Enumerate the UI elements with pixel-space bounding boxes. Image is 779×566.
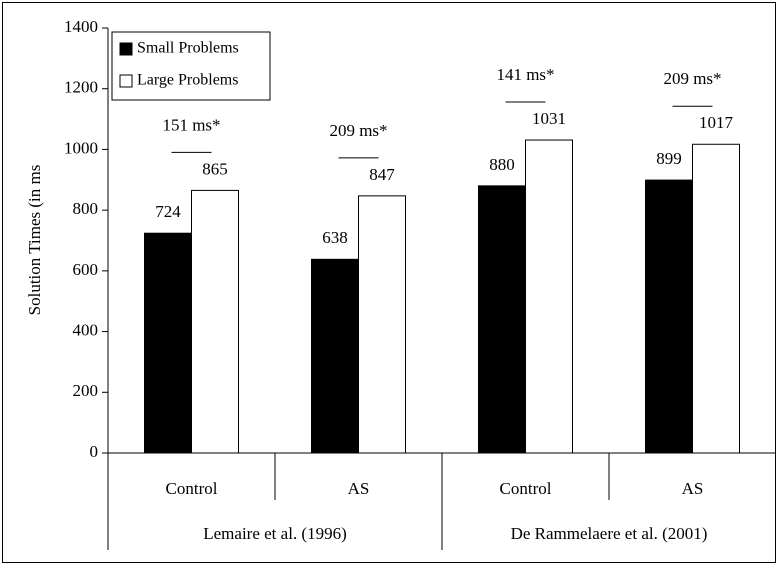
bar [525,139,573,454]
y-tick-label: 400 [73,320,99,339]
y-axis-label: Solution Times (in ms [25,165,44,316]
bar [144,232,192,454]
data-label: 899 [656,149,682,168]
annotation: 141 ms* [496,65,554,84]
data-label: 847 [369,165,395,184]
bar [358,195,406,454]
data-label: 1031 [532,109,566,128]
legend-swatch [119,74,133,88]
bar [191,189,239,454]
x-tick-label: AS [682,479,704,498]
data-label: 880 [489,155,515,174]
data-label: 865 [202,159,228,178]
y-tick-label: 1000 [64,138,98,157]
legend-label: Large Problems [137,72,238,89]
group-label: Lemaire et al. (1996) [203,524,347,543]
y-tick-label: 1200 [64,78,98,97]
bar [478,185,526,454]
y-tick-label: 600 [73,260,99,279]
legend-swatch [119,42,133,56]
legend-label: Small Problems [137,40,239,57]
x-tick-label: AS [348,479,370,498]
data-label: 724 [155,202,181,221]
x-tick-label: Control [166,479,218,498]
x-tick-label: Control [500,479,552,498]
annotation: 209 ms* [663,69,721,88]
legend-box [111,31,271,101]
data-label: 1017 [699,113,734,132]
annotation: 151 ms* [162,115,220,134]
bar [311,258,359,454]
annotation: 209 ms* [329,121,387,140]
group-label: De Rammelaere et al. (2001) [511,524,708,543]
y-tick-label: 1400 [64,17,98,36]
y-tick-label: 0 [90,442,99,461]
y-tick-label: 800 [73,199,99,218]
bar [692,143,740,454]
y-tick-label: 200 [73,381,99,400]
bar [645,179,693,454]
data-label: 638 [322,228,348,247]
